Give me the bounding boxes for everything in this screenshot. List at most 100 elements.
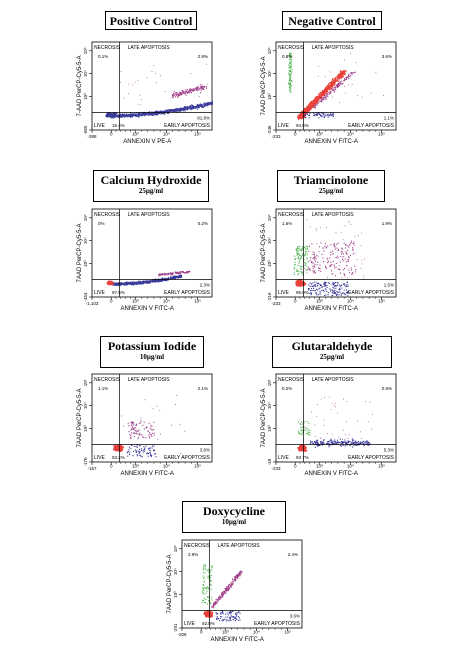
event-dot (297, 246, 299, 248)
event-dot (325, 283, 327, 285)
event-dot (289, 74, 291, 76)
event-dot (330, 289, 332, 291)
event-dot (184, 92, 186, 94)
event-dot (157, 279, 159, 281)
event-dot (187, 107, 189, 109)
event-dot (132, 427, 134, 429)
event-dot (157, 439, 159, 441)
event-dot (131, 114, 133, 116)
event-dot (338, 249, 340, 251)
event-dot (207, 105, 209, 107)
event-dot (117, 445, 119, 448)
event-dot (162, 112, 164, 114)
event-dot (338, 294, 340, 296)
event-dot (297, 280, 299, 283)
event-dot (343, 283, 345, 285)
quadrant-label-live: LIVE (94, 290, 106, 296)
event-dot (346, 76, 348, 78)
event-dot (326, 90, 329, 93)
event-dot (335, 266, 337, 268)
event-dot (349, 242, 351, 244)
event-dot (345, 284, 347, 286)
event-dot (135, 451, 137, 453)
event-dot (153, 421, 155, 423)
event-dot (324, 281, 326, 283)
event-dot (319, 264, 321, 266)
event-dot (150, 428, 152, 430)
event-dot (166, 111, 168, 113)
event-dot (360, 245, 362, 246)
event-dot (139, 445, 140, 447)
event-dot (172, 95, 174, 97)
event-dot (318, 96, 320, 98)
event-dot (137, 430, 139, 432)
event-dot (113, 116, 115, 118)
event-dot (324, 294, 326, 296)
event-dot (332, 88, 334, 90)
event-dot (290, 75, 292, 77)
event-dot (290, 66, 292, 68)
event-dot (178, 95, 180, 97)
event-dot (345, 251, 347, 253)
event-dot (312, 289, 314, 291)
event-dot (296, 254, 298, 256)
event-dot (176, 395, 178, 396)
event-dot (319, 96, 321, 98)
event-dot (331, 80, 333, 83)
y-tick-label: 10³ (83, 425, 88, 432)
event-dot (324, 95, 326, 97)
event-dot (334, 265, 335, 267)
event-dot (298, 263, 300, 265)
event-dot (177, 110, 179, 112)
event-dot (347, 295, 349, 297)
event-dot (139, 434, 141, 436)
event-dot (340, 285, 342, 287)
event-dot (131, 114, 133, 116)
event-dot (168, 109, 170, 111)
event-dot (309, 226, 311, 228)
event-dot (197, 108, 199, 110)
event-dot (315, 260, 317, 262)
event-dot (308, 114, 310, 116)
event-dot (128, 446, 130, 448)
event-dot (168, 272, 170, 274)
event-dot (161, 111, 163, 113)
plot-frame (275, 373, 397, 463)
event-dot (299, 285, 302, 287)
event-dot (151, 447, 153, 449)
event-dot (305, 107, 307, 109)
event-dot (136, 115, 138, 117)
event-dot (110, 112, 112, 114)
event-dot (164, 273, 166, 275)
event-dot (323, 285, 325, 287)
event-dot (304, 246, 306, 248)
event-dot (326, 94, 328, 96)
event-dot (346, 289, 348, 291)
event-dot (173, 277, 175, 279)
event-dot (180, 275, 182, 277)
event-dot (187, 271, 189, 273)
event-dot (210, 103, 212, 105)
event-dot (314, 290, 316, 292)
x-tick-label: 0 (110, 132, 113, 137)
event-dot (342, 256, 343, 258)
event-dot (178, 95, 180, 97)
event-dot (313, 105, 315, 107)
event-dot (170, 278, 172, 280)
quadrant-percent-early-apoptosis: 81.8% (197, 115, 210, 120)
event-dot (111, 117, 113, 119)
event-dot (108, 116, 110, 118)
event-dot (304, 262, 306, 264)
event-dot (139, 280, 141, 282)
event-dot (198, 105, 200, 107)
event-dot (179, 110, 181, 112)
event-dot (135, 424, 137, 426)
x-tick-label: -1,103 (86, 301, 99, 306)
event-dot (350, 73, 352, 75)
event-dot (325, 294, 327, 296)
event-dot (338, 284, 340, 286)
event-dot (131, 423, 133, 425)
event-dot (344, 285, 346, 287)
event-dot (321, 287, 323, 289)
